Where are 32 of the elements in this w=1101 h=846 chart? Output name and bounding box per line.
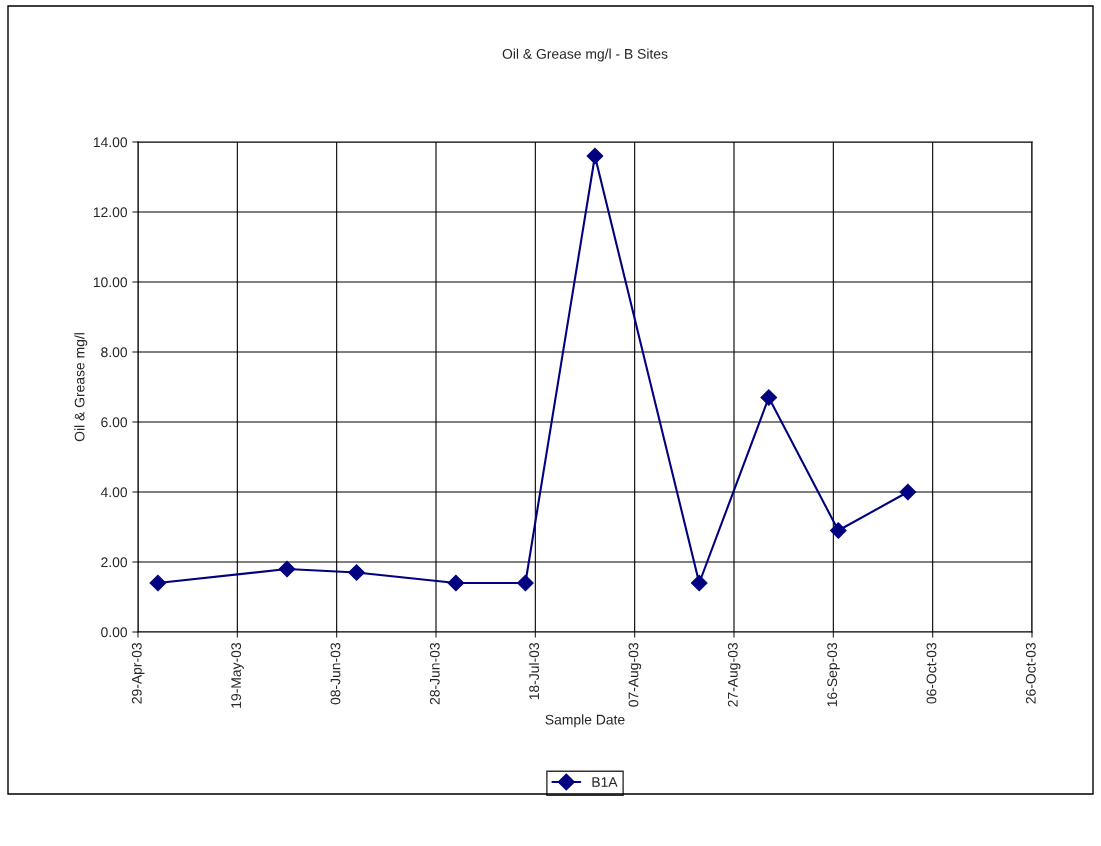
- x-tick-label: 16-Sep-03: [827, 643, 840, 707]
- point: [760, 389, 778, 406]
- chart-title: Oil & Grease mg/l - B Sites: [502, 48, 668, 62]
- y-tick-label: 14.00: [93, 137, 128, 148]
- x-tick-label: 28-Jun-03: [429, 643, 440, 705]
- x-tick-label: 27-Aug-03: [727, 643, 741, 707]
- y-tick-label: 6.00: [101, 417, 128, 428]
- x-tick-label: 08-Jun-03: [330, 643, 341, 705]
- point: [517, 574, 534, 592]
- y-tick-label: 8.00: [101, 347, 128, 358]
- x-tick-label: 18-Jul-03: [528, 643, 540, 700]
- point: [149, 574, 167, 592]
- x-tick-label: 26-Oct-03: [1025, 643, 1036, 704]
- y-tick-label: 0.00: [101, 627, 128, 638]
- y-tick-label: 2.00: [101, 557, 128, 568]
- point: [348, 564, 365, 581]
- y-tick-label: 4.00: [100, 487, 128, 498]
- point: [899, 483, 917, 501]
- x-tick-label: 07-Aug-03: [628, 643, 642, 707]
- point: [829, 522, 847, 539]
- y-tick-label: 10.00: [93, 277, 128, 288]
- y-tick-label: 12.00: [93, 207, 128, 218]
- x-axis-title: Sample Date: [545, 714, 625, 728]
- x-tick-label: 29-Apr-03: [131, 643, 145, 704]
- y-axis-title: Oil & Grease mg/l: [74, 333, 88, 442]
- point: [278, 560, 296, 578]
- x-tick-label: 19-May-03: [231, 643, 244, 708]
- point: [447, 574, 465, 592]
- legend-label: B1A: [592, 777, 618, 787]
- point: [586, 147, 604, 165]
- x-tick-label: 06-Oct-03: [926, 643, 937, 704]
- point: [690, 574, 708, 592]
